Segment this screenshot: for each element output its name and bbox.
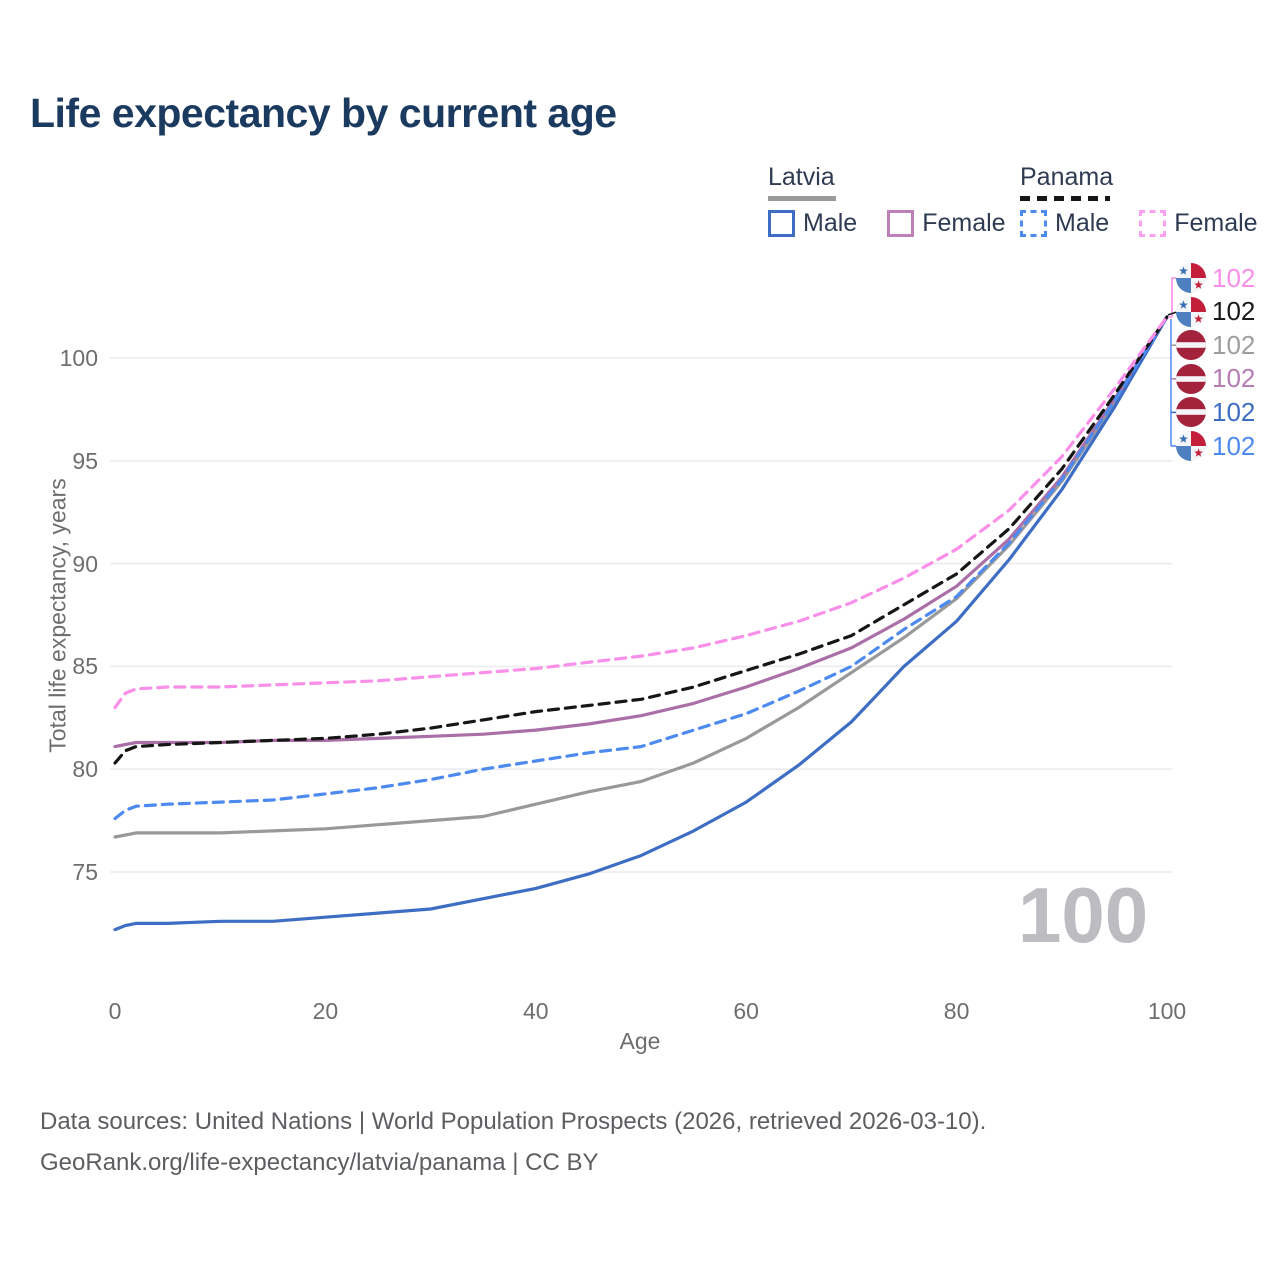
attribution-link-text[interactable]: GeoRank.org/life-expectancy/latvia/panam…	[40, 1149, 599, 1176]
end-value-panama: 102	[1212, 296, 1256, 327]
panama-female-swatch[interactable]	[1139, 210, 1167, 237]
age-frame-watermark: 100	[1018, 871, 1149, 959]
x-tick-80: 80	[943, 998, 970, 1024]
y-tick-85: 85	[72, 653, 98, 680]
end-value-latvia-male: 102	[1212, 396, 1256, 427]
end-value-panama-female: 102	[1212, 262, 1256, 293]
series-line-panama-male	[113, 315, 1169, 821]
panama-male-swatch[interactable]	[1020, 210, 1047, 237]
latvia-flag-icon	[1176, 330, 1206, 361]
x-tick-0: 0	[108, 998, 122, 1024]
latvia-male-label[interactable]: Male	[803, 209, 858, 237]
y-tick-75: 75	[72, 859, 98, 885]
end-label-row-latvia-female: 102	[1176, 363, 1255, 395]
latvia-flag-icon	[1176, 397, 1206, 428]
end-value-latvia-female: 102	[1212, 363, 1256, 394]
latvia-line-style-sample	[768, 196, 836, 201]
end-label-row-panama-female: 102	[1176, 262, 1255, 294]
series-line-latvia	[113, 315, 1169, 839]
x-axis-title: Age	[619, 1028, 661, 1054]
panama-male-label[interactable]: Male	[1055, 209, 1110, 237]
x-tick-20: 20	[312, 998, 339, 1024]
legend-country-latvia[interactable]: Latvia	[768, 163, 835, 191]
panama-flag-icon	[1176, 431, 1206, 461]
latvia-female-swatch[interactable]	[887, 210, 915, 237]
panama-line-style-sample	[1020, 196, 1110, 201]
y-axis-title: Total life expectancy, years	[44, 478, 71, 753]
latvia-male-swatch[interactable]	[768, 210, 795, 237]
legend-group-latvia: Latvia Male Female	[768, 163, 1006, 238]
x-tick-60: 60	[733, 998, 759, 1024]
y-tick-90: 90	[72, 550, 98, 577]
end-value-panama-male: 102	[1212, 430, 1256, 461]
legend-group-panama: Panama Male Female	[1020, 163, 1258, 238]
panama-flag-icon	[1176, 263, 1206, 293]
x-tick-100: 100	[1147, 998, 1187, 1024]
latvia-flag-icon	[1176, 363, 1206, 394]
series-line-latvia-male	[113, 315, 1169, 932]
data-sources-text: Data sources: United Nations | World Pop…	[40, 1108, 987, 1135]
end-label-row-panama-male: 102	[1176, 430, 1255, 462]
y-tick-80: 80	[72, 756, 98, 783]
panama-female-label[interactable]: Female	[1174, 209, 1258, 237]
y-tick-95: 95	[72, 447, 98, 474]
series-line-panama	[113, 315, 1169, 765]
y-tick-100: 100	[59, 345, 98, 371]
end-label-row-panama: 102	[1176, 296, 1255, 328]
series-line-panama-female	[113, 315, 1169, 710]
end-label-row-latvia-male: 102	[1176, 396, 1255, 428]
legend-country-panama[interactable]: Panama	[1020, 163, 1114, 191]
end-label-row-latvia: 102	[1176, 329, 1255, 361]
series-line-latvia-female	[113, 315, 1169, 749]
end-value-latvia: 102	[1212, 329, 1256, 360]
connector-panama-female	[1168, 277, 1178, 318]
x-tick-40: 40	[523, 998, 549, 1024]
latvia-female-label[interactable]: Female	[922, 209, 1006, 237]
panama-flag-icon	[1176, 296, 1206, 327]
chart-title: Life expectancy by current age	[30, 90, 617, 136]
